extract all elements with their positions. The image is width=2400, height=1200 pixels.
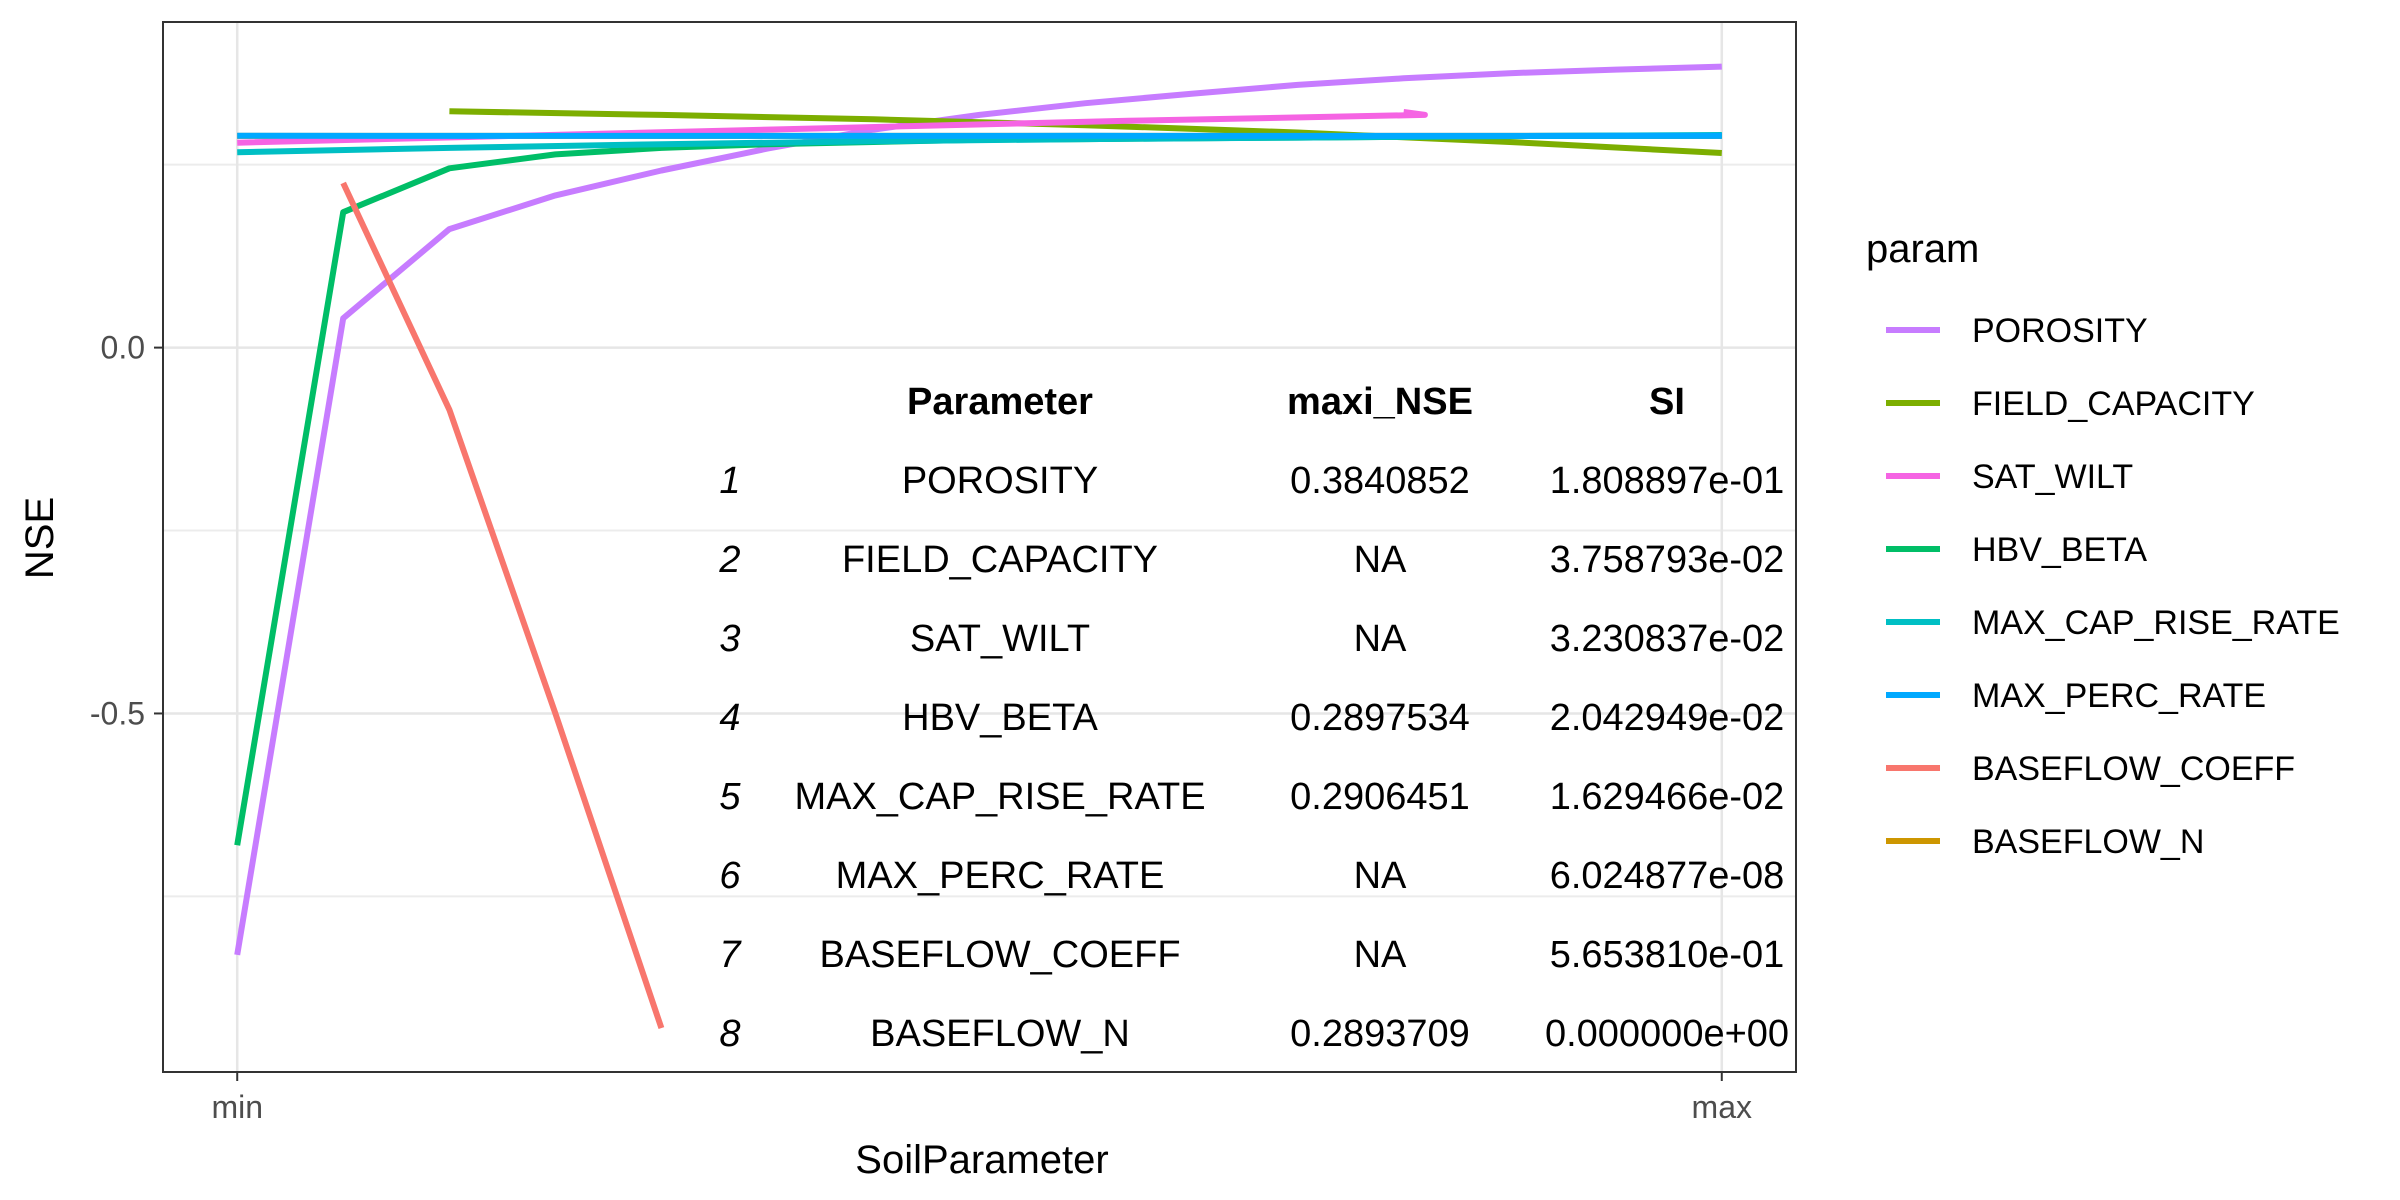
- table-row-index: 4: [719, 697, 740, 739]
- inset-table: Parameter maxi_NSE SI 1 POROSITY 0.3840852 1.8…: [718, 381, 1789, 1055]
- table-cell-si: 3.230837e-02: [1550, 618, 1785, 660]
- table-cell-parameter: HBV_BETA: [902, 697, 1098, 739]
- legend-label: BASEFLOW_COEFF: [1972, 750, 2295, 788]
- table-header-si: SI: [1649, 381, 1685, 423]
- table-cell-parameter: BASEFLOW_COEFF: [819, 934, 1180, 976]
- table-row: 1 POROSITY 0.3840852 1.808897e-01: [719, 460, 1784, 502]
- legend-item: SAT_WILT: [1886, 458, 2133, 496]
- table-cell-si: 6.024877e-08: [1550, 855, 1785, 897]
- table-cell-maxi-nse: 0.2906451: [1290, 776, 1470, 818]
- table-row-index: 7: [719, 934, 742, 976]
- legend-label: HBV_BETA: [1972, 531, 2147, 569]
- table-cell-parameter: SAT_WILT: [910, 618, 1090, 660]
- legend-label: MAX_PERC_RATE: [1972, 677, 2266, 715]
- table-cell-parameter: POROSITY: [902, 460, 1098, 502]
- table-row: 3 SAT_WILT NA 3.230837e-02: [719, 618, 1784, 660]
- table-row: 8 BASEFLOW_N 0.2893709 0.000000e+00: [719, 1013, 1789, 1055]
- table-cell-si: 1.808897e-01: [1550, 460, 1785, 502]
- legend-label: BASEFLOW_N: [1972, 823, 2204, 861]
- table-row: 7 BASEFLOW_COEFF NA 5.653810e-01: [719, 934, 1784, 976]
- legend-item: HBV_BETA: [1886, 531, 2147, 569]
- legend-item: BASEFLOW_COEFF: [1886, 750, 2295, 788]
- table-row-index: 1: [719, 460, 740, 502]
- legend-label: MAX_CAP_RISE_RATE: [1972, 604, 2340, 642]
- table-cell-maxi-nse: NA: [1354, 539, 1407, 581]
- series-line-field-capacity: [449, 108, 1722, 156]
- table-row-index: 6: [719, 855, 741, 897]
- table-cell-parameter: MAX_PERC_RATE: [836, 855, 1165, 897]
- series-line-baseflow-coeff: [340, 181, 665, 1030]
- table-row-index: 2: [718, 539, 740, 581]
- table-cell-maxi-nse: NA: [1354, 855, 1407, 897]
- table-row-index: 3: [719, 618, 740, 660]
- legend-label: POROSITY: [1972, 312, 2148, 350]
- legend-item: POROSITY: [1886, 312, 2148, 350]
- table-cell-si: 3.758793e-02: [1550, 539, 1785, 581]
- table-header-nse: maxi_NSE: [1287, 381, 1473, 423]
- x-tick-label: max: [1692, 1089, 1752, 1125]
- axis-layer: -0.5 0.0 min max: [90, 330, 1752, 1125]
- grid-major: [163, 22, 1796, 1072]
- legend-item: MAX_PERC_RATE: [1886, 677, 2266, 715]
- table-cell-parameter: MAX_CAP_RISE_RATE: [794, 776, 1205, 818]
- x-axis-title: SoilParameter: [855, 1138, 1108, 1182]
- grid-minor: [163, 163, 1796, 898]
- y-tick-label: 0.0: [101, 330, 145, 366]
- series-line-porosity: [234, 63, 1722, 956]
- table-cell-maxi-nse: NA: [1354, 934, 1407, 976]
- table-cell-si: 0.000000e+00: [1545, 1013, 1789, 1055]
- y-axis-title: NSE: [18, 497, 62, 579]
- y-tick-label: -0.5: [90, 695, 145, 731]
- legend-item: FIELD_CAPACITY: [1886, 385, 2255, 423]
- table-cell-parameter: FIELD_CAPACITY: [842, 539, 1158, 581]
- table-cell-maxi-nse: 0.2897534: [1290, 697, 1470, 739]
- table-cell-parameter: BASEFLOW_N: [870, 1013, 1130, 1055]
- table-row-index: 8: [719, 1013, 740, 1055]
- table-cell-si: 2.042949e-02: [1550, 697, 1785, 739]
- series-layer: [234, 63, 1722, 1030]
- table-row: 4 HBV_BETA 0.2897534 2.042949e-02: [719, 697, 1784, 739]
- legend-title: param: [1866, 227, 1979, 271]
- table-row: 2 FIELD_CAPACITY NA 3.758793e-02: [718, 539, 1784, 581]
- table-cell-maxi-nse: 0.3840852: [1290, 460, 1470, 502]
- table-row-index: 5: [719, 776, 741, 818]
- table-row: 5 MAX_CAP_RISE_RATE 0.2906451 1.629466e-02: [719, 776, 1784, 818]
- legend-label: SAT_WILT: [1972, 458, 2133, 496]
- x-tick-label: min: [211, 1089, 263, 1125]
- table-cell-si: 5.653810e-01: [1550, 934, 1785, 976]
- legend: POROSITY FIELD_CAPACITY SAT_WILT HBV_BETA MA…: [1886, 312, 2340, 861]
- table-row: 6 MAX_PERC_RATE NA 6.024877e-08: [719, 855, 1784, 897]
- plot-panel-border: [162, 21, 1797, 1073]
- table-cell-maxi-nse: NA: [1354, 618, 1407, 660]
- legend-label: FIELD_CAPACITY: [1972, 385, 2255, 423]
- table-cell-si: 1.629466e-02: [1550, 776, 1785, 818]
- table-header-param: Parameter: [907, 381, 1093, 423]
- legend-item: BASEFLOW_N: [1886, 823, 2204, 861]
- legend-item: MAX_CAP_RISE_RATE: [1886, 604, 2340, 642]
- table-cell-maxi-nse: 0.2893709: [1290, 1013, 1470, 1055]
